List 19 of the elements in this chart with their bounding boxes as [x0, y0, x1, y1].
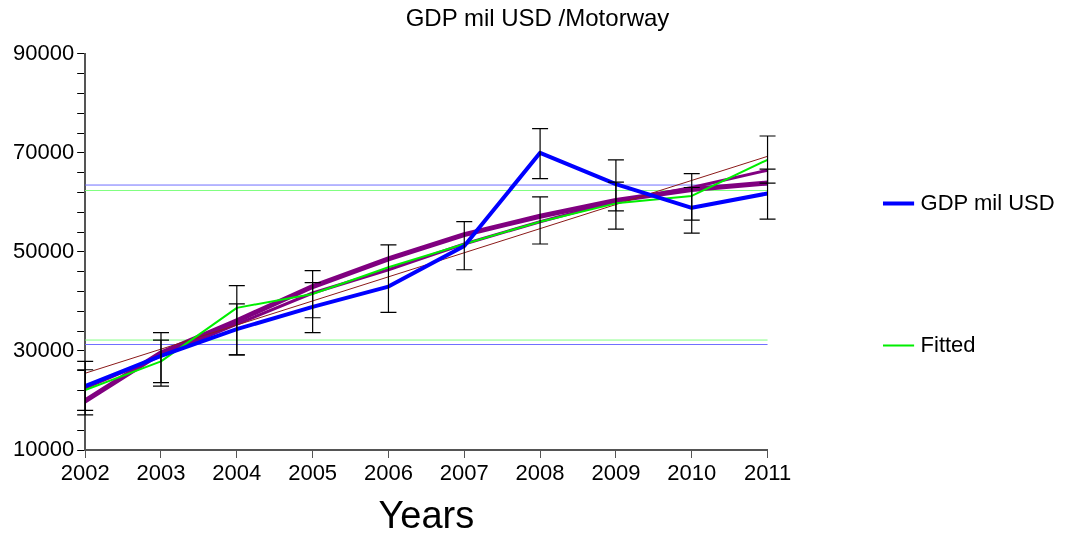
x-tick-label: 2005	[288, 460, 338, 486]
x-tick-label: 2010	[667, 460, 717, 486]
x-tick-label: 2004	[212, 460, 262, 486]
x-tick-label: 2011	[743, 460, 792, 486]
legend-label: Fitted	[920, 331, 976, 357]
x-tick-label: 2002	[60, 460, 110, 486]
y-tick-label: 10000	[12, 436, 75, 462]
y-tick-label: 50000	[12, 237, 75, 263]
x-axis-title: Years	[378, 493, 475, 536]
y-tick-label: 90000	[12, 39, 75, 65]
x-tick-label: 2009	[591, 460, 641, 486]
x-tick-label: 2007	[439, 460, 489, 486]
x-tick-label: 2006	[363, 460, 413, 486]
y-tick-label: 70000	[12, 138, 75, 164]
x-tick-label: 2003	[136, 460, 186, 486]
y-tick-label: 30000	[12, 337, 75, 363]
legend-label: GDP mil USD	[920, 189, 1055, 215]
chart-title: GDP mil USD /Motorway	[405, 4, 670, 32]
x-tick-label: 2008	[515, 460, 565, 486]
